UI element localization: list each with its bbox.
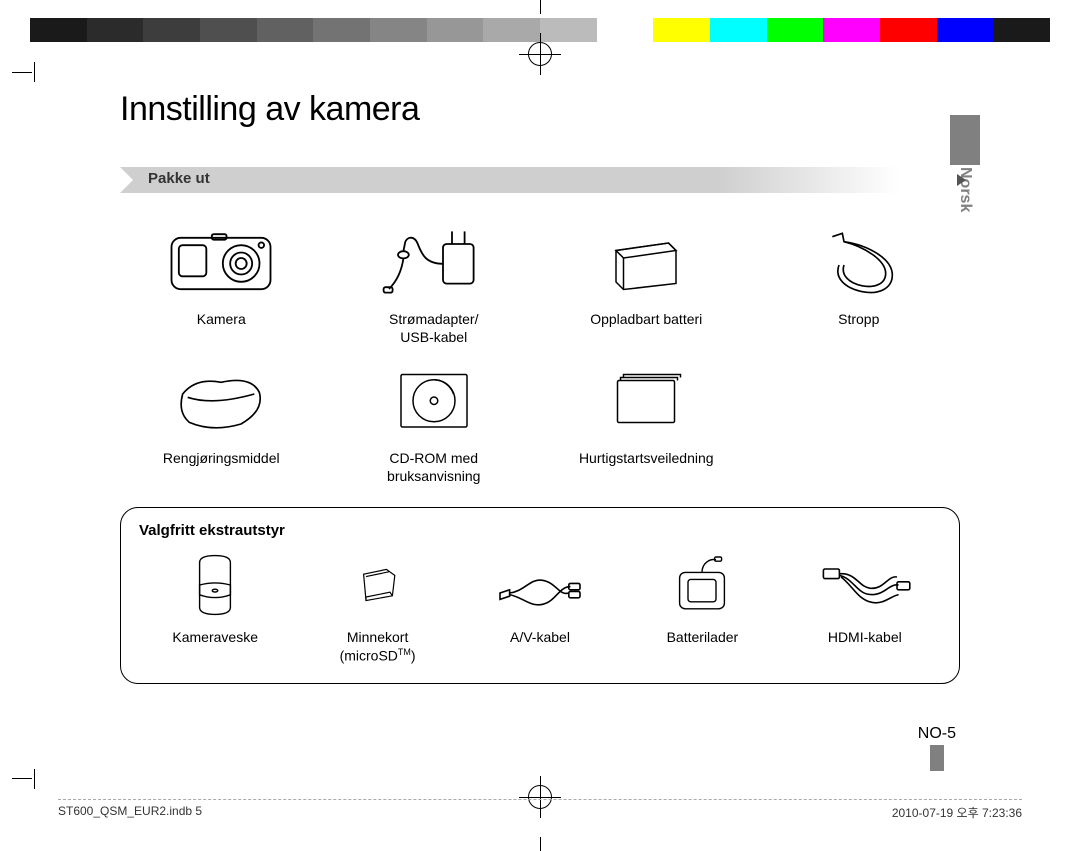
item-label: Strømadapter/USB-kabel	[333, 311, 536, 346]
item-hdmi: HDMI-kabel	[789, 545, 941, 665]
item-cloth: Rengjøringsmiddel	[120, 356, 323, 485]
included-items-row1: Kamera Strømadapter/USB-kabel	[120, 217, 960, 346]
charger-icon	[667, 550, 737, 620]
crop-mark	[540, 0, 541, 14]
microsd-icon	[348, 555, 408, 615]
item-charger: Batterilader	[626, 545, 778, 665]
registration-mark	[528, 42, 552, 66]
item-label: Stropp	[758, 311, 961, 329]
av-cable-icon	[490, 545, 590, 625]
item-cdrom: CD-ROM medbruksanvisning	[333, 356, 536, 485]
item-avcable: A/V-kabel	[464, 545, 616, 665]
item-label: Kamera	[120, 311, 323, 329]
optional-accessories-box: Valgfritt ekstrautstyr Kameraveske	[120, 507, 960, 684]
item-camera: Kamera	[120, 217, 323, 346]
cloth-icon	[171, 364, 271, 439]
item-quickstart: Hurtigstartsveiledning	[545, 356, 748, 485]
hdmi-cable-icon	[815, 545, 915, 625]
strap-icon	[809, 225, 909, 300]
item-label: Batterilader	[626, 629, 778, 647]
item-label: Hurtigstartsveiledning	[545, 450, 748, 468]
section-header-label: Pakke ut	[148, 170, 210, 187]
battery-icon	[601, 228, 691, 296]
section-header: Pakke ut	[120, 167, 960, 199]
optional-title: Valgfritt ekstrautstyr	[139, 522, 941, 539]
item-strap: Stropp	[758, 217, 961, 346]
adapter-icon	[379, 217, 489, 307]
item-memorycard: Minnekort(microSDTM)	[301, 545, 453, 665]
item-battery: Oppladbart batteri	[545, 217, 748, 346]
item-label: HDMI-kabel	[789, 629, 941, 647]
crop-mark	[12, 759, 42, 789]
cdrom-icon	[389, 367, 479, 435]
arrow-icon	[957, 174, 966, 186]
item-label: Kameraveske	[139, 629, 291, 647]
included-items-row2: Rengjøringsmiddel CD-ROM medbruksanvisni…	[120, 356, 960, 485]
item-adapter: Strømadapter/USB-kabel	[333, 217, 536, 346]
item-label: Oppladbart batteri	[545, 311, 748, 329]
item-label: A/V-kabel	[464, 629, 616, 647]
print-footer: ST600_QSM_EUR2.indb 5 2010-07-19 오후 7:23…	[58, 799, 1022, 821]
case-icon	[180, 550, 250, 620]
crop-mark	[12, 62, 42, 92]
page-title: Innstilling av kamera	[120, 90, 960, 129]
item-case: Kameraveske	[139, 545, 291, 665]
camera-icon	[166, 225, 276, 298]
item-label: Minnekort(microSDTM)	[301, 629, 453, 665]
page-number: NO-5	[918, 725, 956, 771]
footer-left: ST600_QSM_EUR2.indb 5	[58, 804, 202, 821]
booklet-icon	[601, 367, 691, 435]
item-label: Rengjøringsmiddel	[120, 450, 323, 468]
crop-mark	[540, 837, 541, 851]
item-label: CD-ROM medbruksanvisning	[333, 450, 536, 485]
footer-right: 2010-07-19 오후 7:23:36	[892, 804, 1022, 821]
